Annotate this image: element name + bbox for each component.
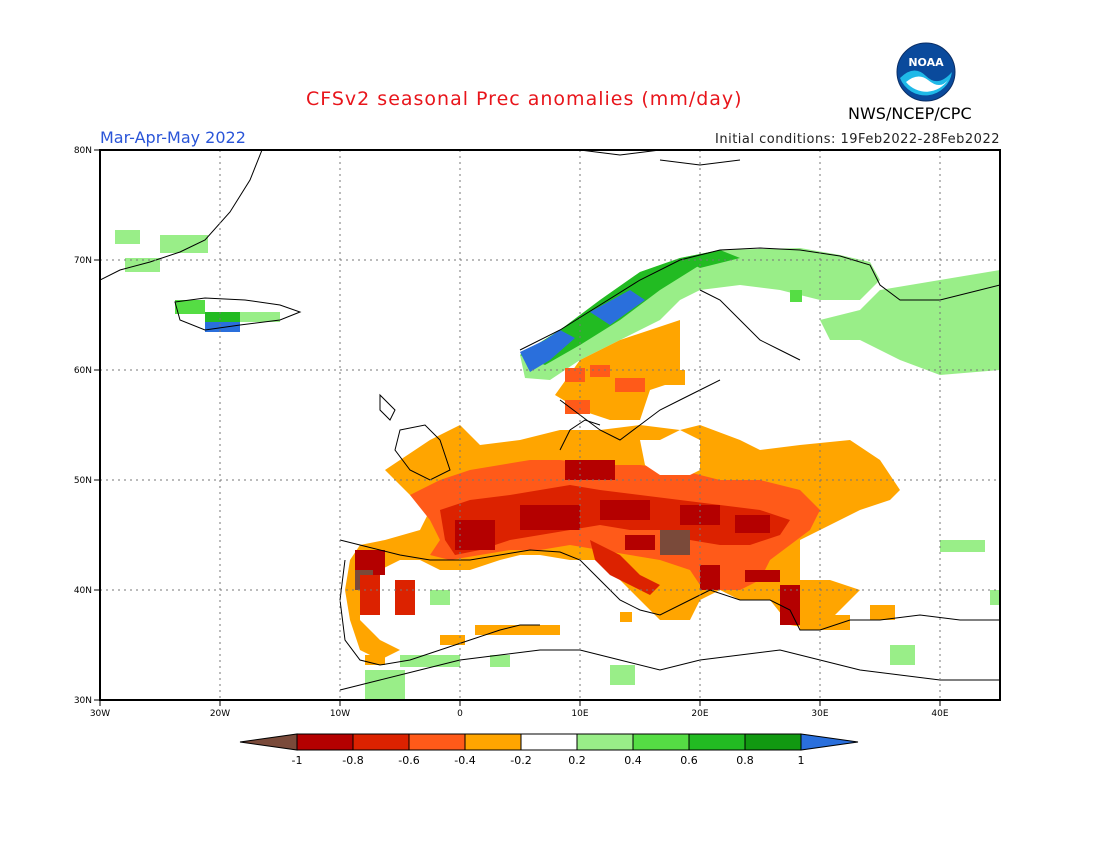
lon-label: 10W — [330, 709, 350, 719]
axis-ticks — [94, 149, 941, 706]
colorbar-arrow-high — [800, 733, 859, 751]
colorbar-tick-label: -0.2 — [510, 754, 531, 767]
colorbar-segment — [408, 733, 466, 751]
colorbar-tick-label: -0.4 — [454, 754, 475, 767]
forecast-period: Mar-Apr-May 2022 — [100, 128, 246, 147]
lon-label: 0 — [457, 709, 463, 719]
lat-label: 50N — [74, 476, 92, 486]
coastlines — [100, 150, 1000, 691]
noaa-logo: NOAA — [896, 42, 956, 102]
lat-label: 30N — [74, 696, 92, 706]
initial-conditions: Initial conditions: 19Feb2022-28Feb2022 — [715, 132, 1000, 147]
colorbar-segment — [464, 733, 522, 751]
svg-text:NOAA: NOAA — [908, 56, 944, 69]
lat-labels: 80N 70N 60N 50N 40N 30N — [74, 146, 92, 706]
colorbar-tick-label: 0.8 — [736, 754, 754, 767]
italy-dry — [590, 540, 660, 595]
lon-label: 20W — [210, 709, 230, 719]
lat-label: 70N — [74, 256, 92, 266]
colorbar-tick-label: 0.4 — [624, 754, 642, 767]
colorbar-segment — [632, 733, 690, 751]
lat-label: 40N — [74, 586, 92, 596]
lat-label: 80N — [74, 146, 92, 156]
map-shading — [100, 150, 1000, 700]
colorbar-tick-label: -0.6 — [398, 754, 419, 767]
lon-label: 10E — [571, 709, 588, 719]
colorbar-tick-label: 1 — [798, 754, 805, 767]
lat-label: 60N — [74, 366, 92, 376]
lon-labels: 30W 20W 10W 0 10E 20E 30E 40E — [90, 709, 949, 719]
colorbar-segment — [296, 733, 354, 751]
mediterranean-dry — [365, 605, 895, 665]
colorbar-tick-label: 0.6 — [680, 754, 698, 767]
europe-dry-extreme — [355, 460, 800, 625]
colorbar-segment — [352, 733, 410, 751]
lon-label: 40E — [931, 709, 948, 719]
colorbar-segment — [688, 733, 746, 751]
map-frame — [99, 149, 1001, 701]
colorbar-segment — [520, 733, 578, 751]
colorbar-segment — [576, 733, 634, 751]
lon-label: 30E — [811, 709, 828, 719]
greenland-land — [100, 150, 260, 280]
colorbar — [239, 733, 859, 751]
iberia-dry — [360, 575, 415, 615]
colorbar-tick-label: -0.8 — [342, 754, 363, 767]
colorbar-tick-label: -1 — [292, 754, 303, 767]
agency-label: NWS/NCEP/CPC — [848, 104, 972, 123]
lon-label: 20E — [691, 709, 708, 719]
colorbar-tick-label: 0.2 — [568, 754, 586, 767]
colorbar-arrow-low — [239, 733, 298, 751]
scandinavia-dry2 — [565, 365, 645, 414]
poland-neutral — [640, 430, 700, 475]
colorbar-labels: -1 -0.8 -0.6 -0.4 -0.2 0.2 0.4 0.6 0.8 1 — [292, 754, 805, 767]
lon-label: 30W — [90, 709, 110, 719]
chart-title: CFSv2 seasonal Prec anomalies (mm/day) — [306, 88, 743, 110]
grid-lines — [100, 150, 1000, 700]
colorbar-segment — [744, 733, 802, 751]
